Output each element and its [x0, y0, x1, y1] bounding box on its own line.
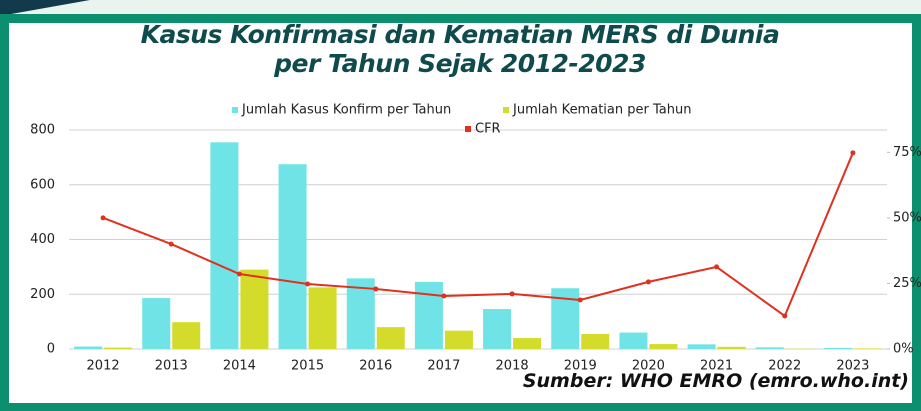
bar [172, 322, 201, 349]
cfr-point [373, 286, 379, 292]
cfr-point [645, 279, 651, 285]
legend-label: Jumlah Kematian per Tahun [512, 103, 691, 118]
bar [649, 344, 678, 349]
bar [513, 338, 542, 349]
bar [823, 347, 852, 349]
bar [581, 333, 610, 349]
bar [74, 346, 103, 349]
bar [240, 269, 269, 349]
bar [376, 327, 405, 349]
bar [853, 348, 882, 349]
chart-title: Kasus Konfirmasi dan Kematian MERS di Du… [140, 20, 780, 78]
cfr-point [100, 215, 106, 221]
y-tick-label: 200 [30, 287, 55, 302]
cfr-point [236, 271, 242, 277]
y-tick-label: 600 [30, 177, 55, 192]
cfr-point [168, 241, 174, 247]
x-tick-label: 2022 [768, 359, 801, 374]
legend-swatch [232, 107, 238, 113]
legend-swatch [465, 126, 471, 132]
cfr-point [577, 297, 583, 303]
x-tick-label: 2014 [223, 359, 256, 374]
x-tick-label: 2016 [359, 359, 392, 374]
x-tick-label: 2015 [291, 359, 324, 374]
y-tick-label: 400 [30, 232, 55, 247]
y-tick-label: 0 [47, 342, 55, 357]
bar [142, 298, 171, 349]
legend-label: Jumlah Kasus Konfirm per Tahun [241, 103, 451, 118]
y-tick-label: 800 [30, 123, 55, 138]
cfr-point [441, 293, 447, 299]
bar [210, 142, 239, 349]
cfr-point [305, 281, 311, 287]
y2-tick-label: 50% [893, 210, 921, 225]
bar [687, 344, 716, 349]
cfr-point [714, 264, 720, 270]
bar [483, 309, 512, 349]
bar [278, 164, 307, 349]
bar [717, 346, 746, 349]
bar [444, 330, 473, 349]
bar [104, 347, 133, 349]
x-tick-label: 2013 [155, 359, 188, 374]
bar [414, 281, 443, 349]
bar [308, 287, 337, 349]
corner-decoration [0, 0, 90, 16]
x-tick-label: 2017 [427, 359, 460, 374]
y2-tick-label: 0% [893, 342, 914, 357]
x-tick-label: 2018 [496, 359, 529, 374]
x-tick-label: 2021 [700, 359, 733, 374]
bar [619, 332, 648, 349]
cfr-point [782, 313, 788, 319]
y2-tick-label: 75% [893, 145, 921, 160]
x-tick-label: 2020 [632, 359, 665, 374]
legend-swatch [503, 107, 509, 113]
y2-tick-label: 25% [893, 276, 921, 291]
source-note: Sumber: WHO EMRO (emro.who.int) [522, 370, 909, 392]
legend-label: CFR [475, 122, 501, 137]
x-tick-label: 2012 [87, 359, 120, 374]
x-tick-label: 2019 [564, 359, 597, 374]
bar [346, 278, 375, 349]
cfr-line [102, 152, 854, 318]
cfr-point [509, 291, 515, 297]
cfr-point [850, 150, 856, 156]
bar [755, 347, 784, 349]
x-tick-label: 2023 [836, 359, 869, 374]
